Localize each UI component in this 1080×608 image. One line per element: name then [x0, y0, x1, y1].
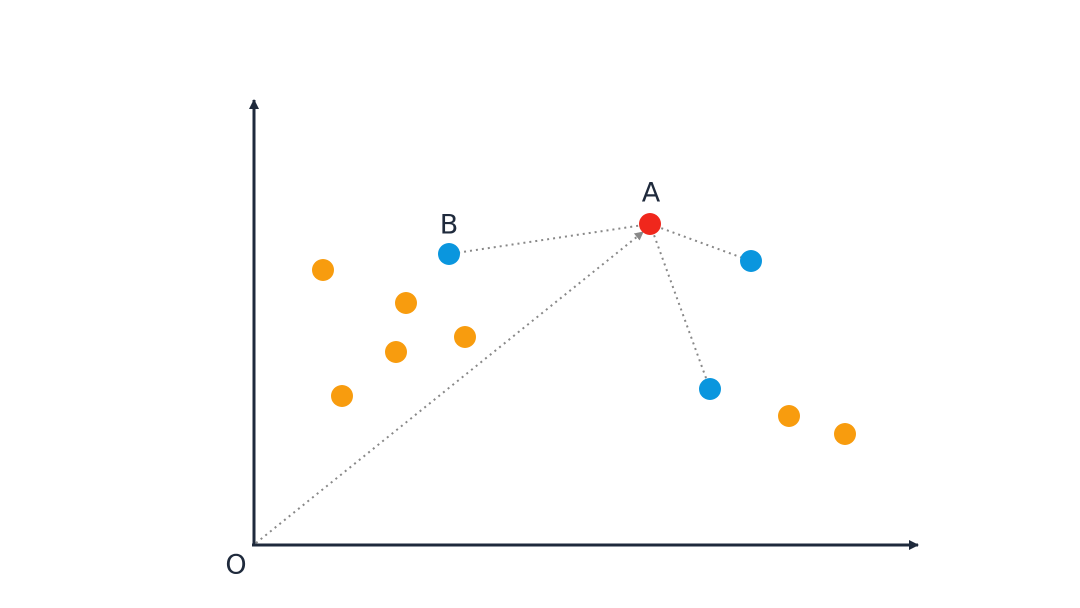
point — [312, 259, 334, 281]
point — [331, 385, 353, 407]
point — [699, 378, 721, 400]
point-a — [639, 213, 661, 235]
vector-oa — [255, 231, 644, 544]
link-ab — [448, 223, 651, 255]
point — [454, 326, 476, 348]
link-a-blue — [649, 223, 752, 262]
label-a: A — [642, 178, 661, 209]
point-b — [438, 243, 460, 265]
point — [834, 423, 856, 445]
link-a-blue — [649, 223, 711, 390]
label-origin: O — [225, 550, 246, 581]
point — [385, 341, 407, 363]
point — [778, 405, 800, 427]
point — [740, 250, 762, 272]
orange-points — [312, 259, 856, 445]
label-b: B — [440, 210, 459, 241]
point — [395, 292, 417, 314]
blue-points — [438, 243, 762, 400]
